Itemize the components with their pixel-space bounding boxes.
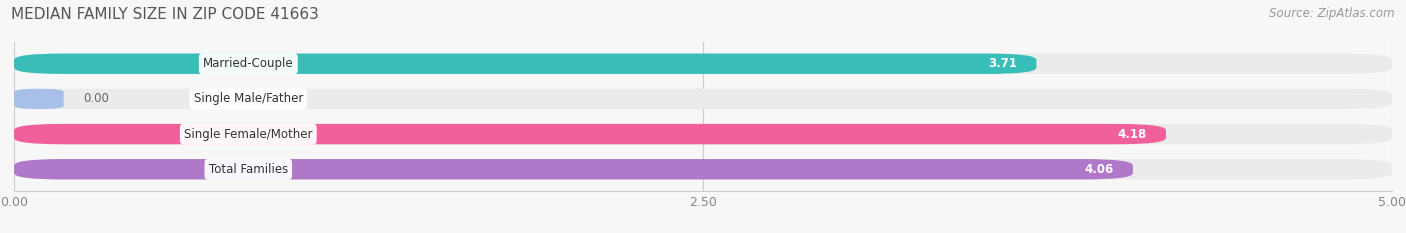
FancyBboxPatch shape	[14, 124, 1166, 144]
Text: Married-Couple: Married-Couple	[202, 57, 294, 70]
Text: 0.00: 0.00	[83, 93, 108, 105]
Text: MEDIAN FAMILY SIZE IN ZIP CODE 41663: MEDIAN FAMILY SIZE IN ZIP CODE 41663	[11, 7, 319, 22]
Text: Single Male/Father: Single Male/Father	[194, 93, 302, 105]
FancyBboxPatch shape	[14, 54, 1392, 74]
FancyBboxPatch shape	[14, 159, 1392, 179]
FancyBboxPatch shape	[14, 124, 1392, 144]
FancyBboxPatch shape	[14, 89, 1392, 109]
Text: Total Families: Total Families	[208, 163, 288, 176]
FancyBboxPatch shape	[14, 159, 1133, 179]
Text: 4.06: 4.06	[1084, 163, 1114, 176]
FancyBboxPatch shape	[14, 89, 63, 109]
Text: Single Female/Mother: Single Female/Mother	[184, 128, 312, 140]
FancyBboxPatch shape	[14, 54, 1036, 74]
Text: 4.18: 4.18	[1118, 128, 1147, 140]
Text: 3.71: 3.71	[988, 57, 1017, 70]
Text: Source: ZipAtlas.com: Source: ZipAtlas.com	[1270, 7, 1395, 20]
